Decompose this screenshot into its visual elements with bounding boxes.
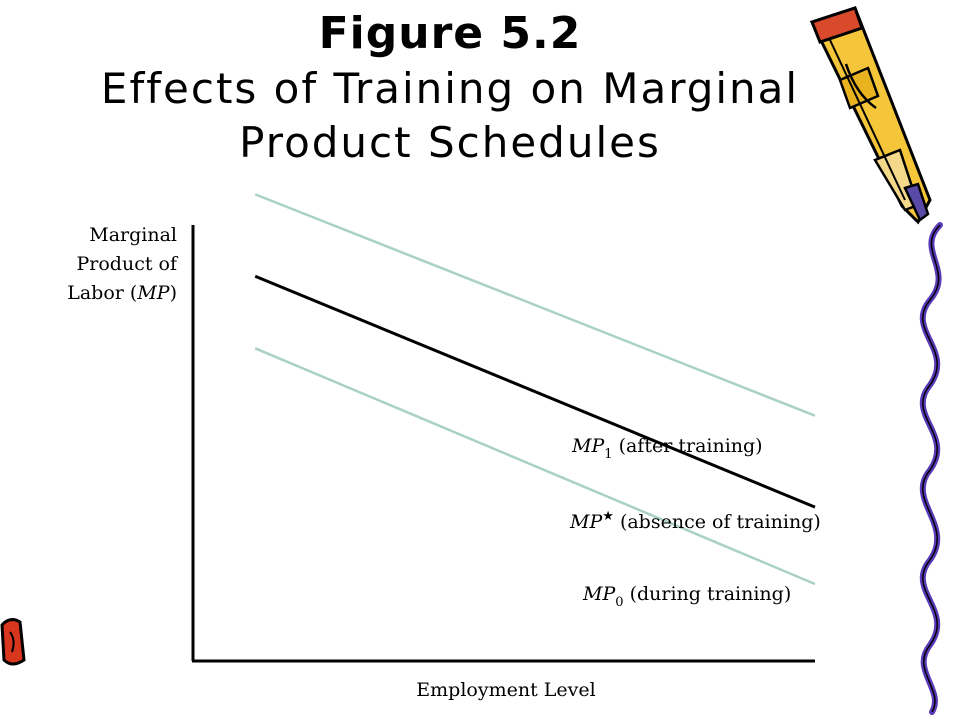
y-axis-label: Marginal Product of Labor (MP) [67,224,179,304]
title-line-2: Effects of Training on Marginal [100,64,800,113]
y-axis-label-line2: Product of [77,253,179,275]
series-line-mpstar [254,274,816,509]
slide-title: Figure 5.2 Effects of Training on Margin… [0,6,900,170]
y-axis-label-line3: Labor (MP) [67,282,177,304]
squiggle-border-outline-icon [922,224,941,713]
title-figure-number: Figure 5.2 [318,8,582,59]
x-axis-label: Employment Level [416,679,595,701]
title-line-3: Product Schedules [239,118,661,167]
axes [191,225,815,663]
series-label-mp1: MP1 (after training) [571,435,763,462]
series-label-mp0: MP0 (during training) [582,583,791,610]
series-labels: MP1 (after training) MP★ (absence of tra… [569,435,821,610]
series-line-mp0 [254,347,816,586]
series-label-mpstar: MP★ (absence of training) [569,509,821,533]
y-axis-label-line1: Marginal [89,224,177,246]
corner-clip-icon [0,618,26,666]
series-line-mp1 [254,193,816,417]
series-layer [254,193,816,586]
pencil-icon [809,6,932,225]
